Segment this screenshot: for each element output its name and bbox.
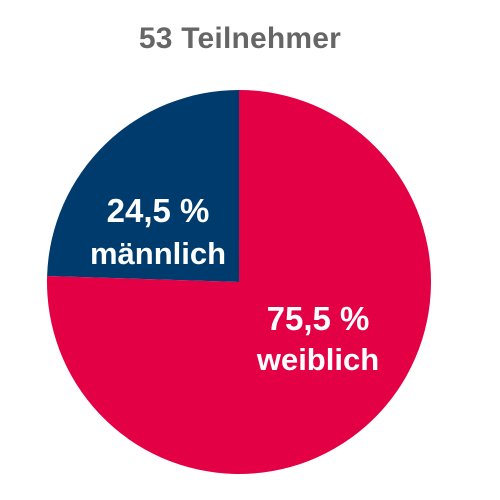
slice-category-label-maennlich: männlich bbox=[90, 236, 226, 271]
slice-value-label-maennlich: 24,5 % bbox=[107, 192, 210, 229]
pie-slice-maennlich bbox=[47, 90, 239, 282]
pie-slice-weiblich bbox=[46, 90, 432, 474]
chart-title: 53 Teilnehmer bbox=[138, 22, 342, 55]
slice-category-label-weiblich: weiblich bbox=[256, 342, 379, 377]
slice-value-label-weiblich: 75,5 % bbox=[267, 300, 370, 337]
